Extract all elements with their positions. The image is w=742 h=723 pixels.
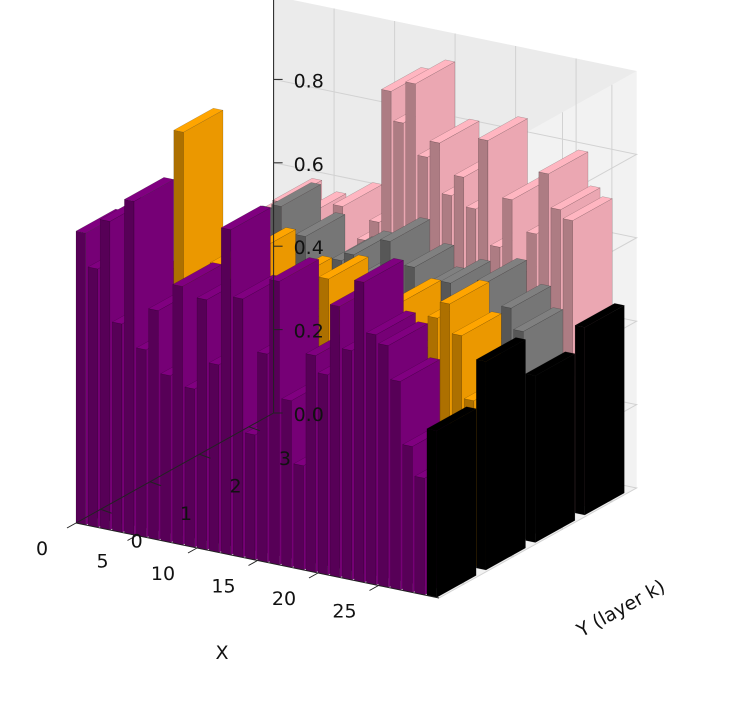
bar-front-face — [574, 325, 585, 516]
bar-top-face — [440, 258, 491, 284]
bar-top-face — [379, 217, 431, 242]
y-tick — [199, 453, 211, 459]
bar-top-face — [574, 303, 625, 328]
bar-layer1-x29 — [475, 337, 527, 571]
y-tick-label: 3 — [279, 448, 291, 470]
y-tick-label: 2 — [229, 475, 241, 497]
y-axis-line — [75, 412, 274, 524]
z-tick-label: 0.4 — [294, 237, 324, 259]
bar-top-face — [439, 279, 490, 305]
bar-front-face — [148, 308, 159, 541]
bar-front-face — [281, 398, 292, 568]
bar-top-face — [500, 283, 552, 309]
bar-top-face — [429, 118, 480, 144]
x-tick-label: 25 — [332, 601, 356, 623]
bar-front-face — [293, 463, 304, 571]
bar-front-face — [257, 351, 268, 563]
bar-top-face — [295, 212, 346, 237]
bar-front-face — [329, 304, 340, 578]
bar-side-face — [485, 339, 526, 571]
bar-side-face — [584, 305, 625, 516]
y-tick — [100, 508, 112, 514]
y-tick-label: 1 — [180, 503, 192, 525]
bar-layer2-x29 — [525, 351, 576, 543]
bar-front-face — [426, 428, 437, 598]
bar-front-face — [476, 359, 487, 571]
z-tick-label: 0.2 — [294, 321, 324, 343]
bar-front-face — [87, 266, 98, 528]
bar-top-face — [550, 185, 601, 210]
bar-top-face — [562, 196, 613, 221]
bar-top-face — [173, 107, 224, 133]
bar-front-face — [305, 353, 316, 573]
bar-front-face — [208, 362, 219, 553]
bar-front-face — [354, 280, 365, 583]
x-tick — [187, 547, 198, 554]
bar-top-face — [365, 310, 417, 336]
bar-front-face — [160, 373, 171, 543]
x-tick — [308, 572, 319, 579]
bar-side-face — [535, 353, 576, 543]
x-tick-label: 0 — [36, 538, 48, 560]
bar-side-face — [436, 408, 477, 598]
bar-top-face — [271, 182, 322, 207]
bar-top-face — [269, 257, 320, 282]
bar-front-face — [390, 379, 401, 591]
bar-top-face — [353, 258, 405, 283]
bars-group — [75, 59, 625, 598]
bar-layer0-x29 — [426, 406, 477, 598]
x-tick — [248, 560, 258, 566]
bar-top-face — [475, 337, 527, 362]
y-axis-title: Y (layer k) — [572, 576, 669, 643]
bar-layer3-x29 — [574, 303, 625, 516]
z-tick-label: 0.0 — [294, 404, 324, 426]
bar-front-face — [124, 199, 135, 536]
bar-top-face — [405, 59, 456, 85]
bar-top-face — [318, 254, 369, 280]
y-tick — [248, 426, 261, 432]
bar-top-face — [404, 243, 455, 268]
bar-top-face — [377, 321, 429, 346]
x-tick-label: 20 — [272, 588, 296, 610]
bar-top-face — [390, 357, 441, 382]
bar-front-face — [402, 444, 413, 593]
bar-front-face — [196, 297, 207, 551]
bar-front-face — [245, 432, 256, 561]
bar-top-face — [451, 311, 502, 336]
y-tick-label: 0 — [131, 530, 143, 552]
bar-top-face — [426, 406, 477, 431]
bar-top-face — [477, 116, 529, 141]
z-tick-label: 0.8 — [294, 70, 324, 92]
bar-top-face — [123, 177, 175, 202]
bar-front-face — [342, 348, 353, 581]
bar-top-face — [220, 205, 271, 230]
bar-front-face — [233, 296, 244, 558]
bar-top-face — [525, 351, 576, 376]
x-tick — [369, 585, 379, 591]
y-tick — [149, 481, 162, 487]
x-axis-title: X — [215, 642, 228, 664]
bar-front-face — [220, 227, 232, 556]
bar-front-face — [136, 347, 147, 538]
bar-front-face — [366, 332, 377, 586]
bar-front-face — [525, 373, 536, 543]
x-tick — [127, 535, 137, 541]
bar-front-face — [99, 219, 111, 531]
x-tick-label: 10 — [151, 563, 175, 585]
bar-front-face — [378, 343, 389, 588]
bar-front-face — [269, 279, 280, 566]
bar-top-face — [538, 149, 589, 175]
x-tick-label: 5 — [96, 551, 108, 573]
z-tick-label: 0.6 — [294, 154, 324, 176]
bar-front-face — [414, 475, 425, 596]
x-tick — [66, 522, 77, 529]
x-tick-label: 15 — [211, 576, 235, 598]
bar-top-face — [513, 307, 564, 332]
bar-front-face — [75, 230, 86, 526]
bar-front-face — [112, 321, 123, 533]
